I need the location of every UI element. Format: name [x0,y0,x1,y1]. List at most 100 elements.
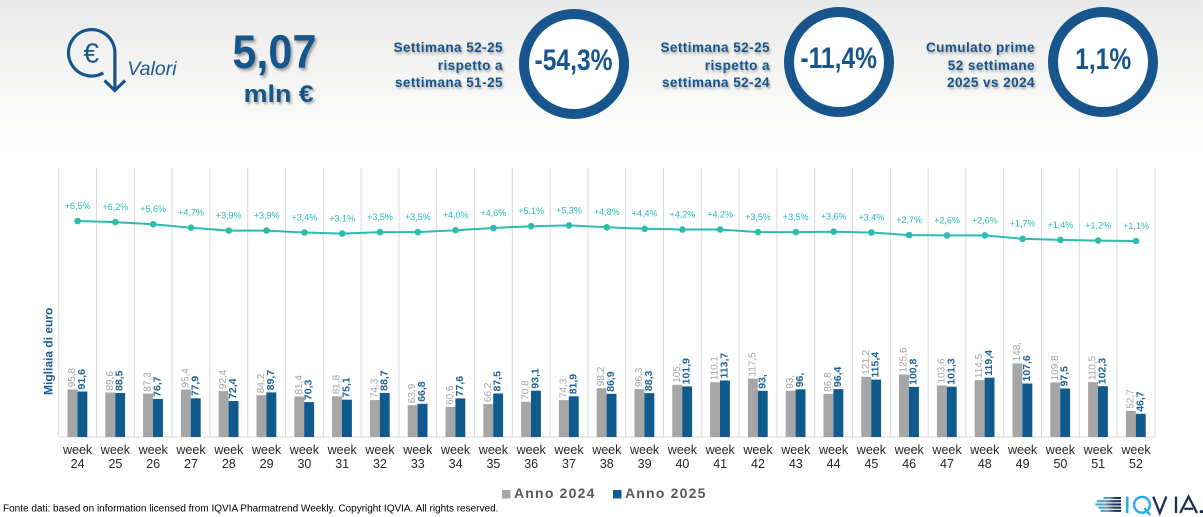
svg-text:42: 42 [751,457,765,471]
svg-text:35: 35 [486,457,500,471]
svg-text:148,: 148, [1012,342,1023,361]
svg-text:+2,7%: +2,7% [896,215,922,225]
svg-text:Migliaia di euro: Migliaia di euro [42,308,56,395]
svg-text:week: week [440,443,471,457]
svg-text:week: week [591,443,622,457]
svg-text:week: week [629,443,660,457]
svg-text:81,9: 81,9 [567,374,579,395]
svg-text:week: week [931,443,962,457]
svg-text:week: week [969,443,1000,457]
svg-text:week: week [856,443,887,457]
svg-text:84,2: 84,2 [256,373,267,393]
svg-text:+3,5%: +3,5% [405,212,431,222]
svg-text:75,1: 75,1 [341,377,353,398]
svg-text:+4,8%: +4,8% [594,207,620,217]
svg-text:+5,1%: +5,1% [518,206,544,216]
svg-text:52: 52 [1129,457,1143,471]
svg-text:96,: 96, [794,373,806,388]
svg-text:+3,6%: +3,6% [821,212,847,222]
svg-text:+3,5%: +3,5% [367,212,393,222]
svg-text:103,6: 103,6 [936,358,947,383]
svg-text:€: € [83,38,99,69]
svg-text:93,: 93, [756,374,768,389]
svg-text:week: week [742,443,773,457]
svg-text:96,4: 96,4 [832,367,844,388]
svg-text:40: 40 [675,457,689,471]
svg-text:97,5: 97,5 [1059,366,1071,387]
svg-text:77,6: 77,6 [454,376,466,397]
svg-text:+1,2%: +1,2% [1085,221,1111,231]
svg-text:week: week [516,443,547,457]
svg-text:47: 47 [940,457,954,471]
svg-text:week: week [213,443,244,457]
svg-text:91,6: 91,6 [76,369,88,390]
svg-text:45: 45 [864,457,878,471]
svg-text:92,4: 92,4 [218,369,229,389]
svg-text:Anno 2025: Anno 2025 [625,485,707,501]
svg-text:89,7: 89,7 [265,370,277,391]
svg-text:86,8: 86,8 [823,372,834,392]
svg-text:week: week [667,443,698,457]
svg-text:+6,5%: +6,5% [65,201,91,211]
svg-text:+3,4%: +3,4% [859,212,885,222]
svg-text:week: week [175,443,206,457]
svg-text:93,1: 93,1 [530,368,542,389]
svg-text:28: 28 [222,457,236,471]
svg-text:38: 38 [600,457,614,471]
svg-text:33: 33 [411,457,425,471]
svg-text:26: 26 [146,457,160,471]
svg-text:+4,2%: +4,2% [707,209,733,219]
svg-text:+5,3%: +5,3% [556,205,582,215]
svg-text:week: week [818,443,849,457]
svg-text:+3,9%: +3,9% [216,211,242,221]
svg-text:36: 36 [524,457,538,471]
svg-text:110,5: 110,5 [1088,355,1099,380]
svg-text:81,4: 81,4 [294,375,305,395]
svg-text:60,6: 60,6 [445,385,456,405]
svg-text:49: 49 [1016,457,1030,471]
svg-text:46,7: 46,7 [1134,391,1146,412]
svg-text:100,8: 100,8 [908,358,920,384]
svg-text:+4,7%: +4,7% [178,208,204,218]
svg-text:81,8: 81,8 [332,374,343,394]
svg-text:Fonte dati: based on informati: Fonte dati: based on information license… [3,504,498,515]
svg-text:+4,2%: +4,2% [670,209,696,219]
svg-text:Anno 2024: Anno 2024 [514,485,596,501]
svg-text:86,9: 86,9 [605,371,617,392]
svg-text:77,9: 77,9 [189,376,201,397]
svg-text:113,7: 113,7 [719,353,731,379]
svg-text:24: 24 [71,457,85,471]
svg-text:95,8: 95,8 [67,367,78,387]
svg-text:48: 48 [978,457,992,471]
svg-text:88,7: 88,7 [378,370,390,391]
svg-text:+3,5%: +3,5% [783,212,809,222]
svg-text:107,6: 107,6 [1021,355,1033,381]
svg-text:70,3: 70,3 [303,380,315,401]
svg-text:51: 51 [1091,457,1105,471]
svg-text:week: week [553,443,584,457]
svg-text:week: week [1045,443,1076,457]
svg-text:110,1: 110,1 [710,356,721,381]
svg-text:98,2: 98,2 [596,366,607,386]
svg-text:89,6: 89,6 [105,371,116,391]
svg-text:29: 29 [260,457,274,471]
svg-text:+3,1%: +3,1% [329,214,355,224]
svg-text:+1,1%: +1,1% [1123,221,1149,231]
svg-text:70,8: 70,8 [521,380,532,400]
svg-text:34: 34 [449,457,463,471]
svg-text:week: week [327,443,358,457]
svg-text:+3,5%: +3,5% [745,212,771,222]
svg-text:+4,4%: +4,4% [632,209,658,219]
svg-text:+5,6%: +5,6% [140,204,166,214]
svg-text:week: week [1083,443,1114,457]
svg-text:week: week [1120,443,1151,457]
svg-text:+1,7%: +1,7% [1010,219,1036,229]
svg-text:88,5: 88,5 [114,370,126,391]
svg-text:46: 46 [902,457,916,471]
svg-text:week: week [705,443,736,457]
svg-text:week: week [402,443,433,457]
svg-text:63,9: 63,9 [407,383,418,403]
svg-text:week: week [100,443,131,457]
svg-text:41: 41 [713,457,727,471]
svg-text:+4,6%: +4,6% [481,208,507,218]
